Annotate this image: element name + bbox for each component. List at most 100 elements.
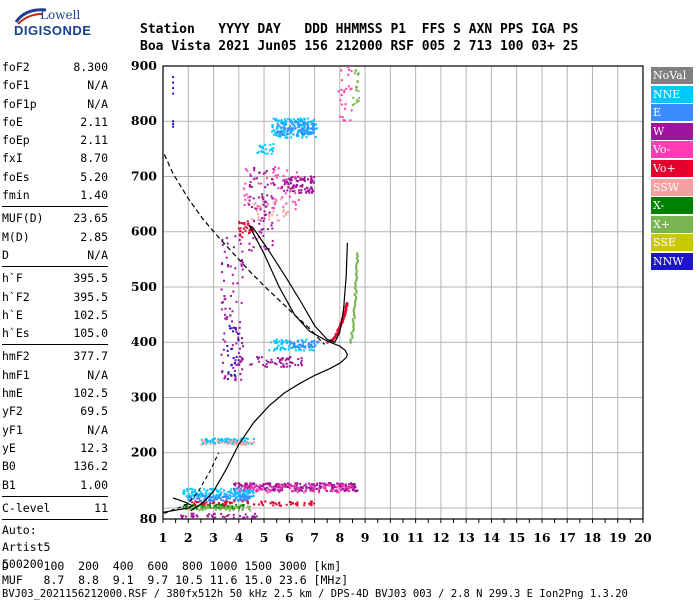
trace-point [310, 346, 313, 349]
trace-point [278, 486, 281, 489]
trace-point [282, 205, 285, 208]
trace-point [354, 69, 357, 72]
trace-vo [326, 302, 349, 344]
trace-point [333, 484, 336, 487]
trace-point [272, 133, 275, 136]
trace-point [240, 356, 243, 359]
trace-point [237, 362, 240, 365]
trace-point [312, 123, 315, 126]
trace-point [236, 332, 239, 335]
trace-point [287, 183, 290, 186]
trace-point [268, 218, 271, 221]
trace-point [266, 205, 269, 208]
trace-point [252, 482, 255, 485]
trace-point [204, 443, 207, 446]
trace-point [270, 178, 273, 181]
trace-point [223, 495, 226, 498]
trace-point [285, 136, 288, 139]
trace-point [303, 502, 306, 505]
trace-point [228, 307, 231, 310]
trace-point [255, 207, 258, 210]
trace-point [230, 373, 233, 376]
trace-point [200, 499, 203, 502]
trace-point [224, 442, 227, 445]
trace-point [294, 192, 297, 195]
trace-point [299, 124, 302, 127]
trace-point [285, 120, 288, 123]
trace-point [238, 239, 241, 242]
trace-point [336, 490, 339, 493]
trace-point [223, 506, 226, 509]
trace-point [248, 489, 251, 492]
trace-point [217, 496, 220, 499]
trace-point [311, 348, 314, 351]
profile-extrapolation-dashed [163, 154, 326, 345]
trace-point [309, 503, 312, 506]
trace-point [296, 345, 299, 348]
trace-point [268, 211, 271, 214]
trace-point [266, 194, 269, 197]
trace-point [282, 215, 285, 218]
trace-point [234, 327, 237, 330]
trace-point [354, 284, 357, 288]
trace-point [264, 213, 267, 216]
param-label: yF2 [2, 404, 23, 419]
trace-point [355, 265, 358, 269]
trace-point [271, 244, 274, 247]
trace-point [277, 484, 280, 487]
trace-point [308, 188, 311, 191]
trace-point [241, 440, 244, 443]
trace-point [342, 315, 345, 319]
trace-point [281, 132, 284, 135]
trace-point [291, 346, 294, 349]
trace-point [227, 354, 230, 357]
param-label: yF1 [2, 422, 23, 437]
param-row: foEs 5.20 [2, 168, 108, 186]
trace-point [247, 222, 250, 225]
trace-point [237, 509, 240, 512]
trace-point [205, 506, 208, 509]
trace-point [274, 119, 277, 122]
trace-point [347, 66, 350, 69]
trace-point [259, 207, 262, 210]
trace-point [306, 125, 309, 128]
trace-point [244, 182, 247, 185]
trace-point [203, 502, 206, 505]
trace-nne [256, 142, 275, 155]
trace-point [216, 495, 219, 498]
trace-point [293, 125, 296, 128]
trace-point [312, 190, 315, 193]
trace-point [242, 497, 245, 500]
trace-point [254, 207, 257, 210]
trace-point [191, 494, 194, 497]
trace-w [233, 356, 303, 369]
trace-point [204, 504, 207, 507]
trace-point [287, 186, 290, 189]
trace-point [357, 89, 360, 92]
param-value: 12.3 [80, 440, 108, 455]
trace-point [228, 441, 231, 444]
trace-point [274, 132, 277, 135]
trace-point [218, 438, 221, 441]
trace-point [339, 486, 342, 489]
trace-point [308, 349, 311, 352]
trace-point [252, 488, 255, 491]
trace-point [240, 337, 243, 340]
trace-point [240, 437, 243, 440]
trace-point [289, 125, 292, 128]
trace-point [289, 187, 292, 190]
trace-point [241, 236, 244, 239]
trace-point [172, 92, 175, 95]
trace-point [218, 503, 221, 506]
trace-point [319, 487, 322, 490]
trace-point [291, 190, 294, 193]
trace-point [294, 203, 297, 206]
trace-point [323, 482, 326, 485]
trace-point [227, 265, 230, 268]
trace-point [339, 489, 342, 492]
trace-point [355, 101, 358, 104]
trace-point [282, 363, 285, 366]
trace-point [204, 497, 207, 500]
trace-point [234, 267, 237, 270]
trace-point [302, 349, 305, 352]
